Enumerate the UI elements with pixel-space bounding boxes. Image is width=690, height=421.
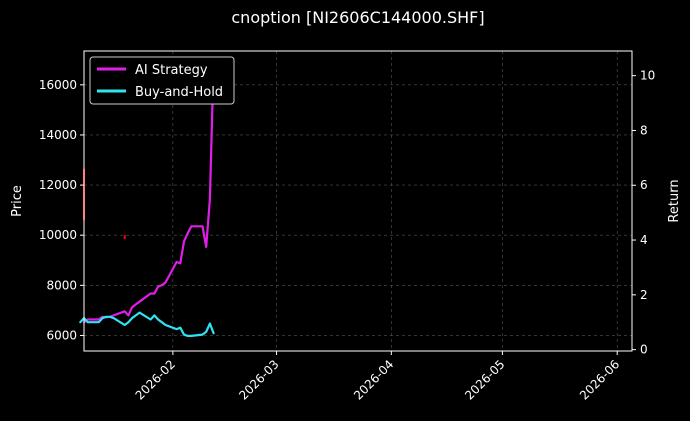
y-tick-label: 14000: [39, 128, 77, 142]
y-right-tick-label: 2: [640, 288, 648, 302]
y-tick-label: 10000: [39, 228, 77, 242]
series-lines: [79, 60, 215, 337]
y-right-tick-label: 10: [640, 69, 655, 83]
series-line-buy-and-hold: [79, 311, 215, 337]
y-tick-label: 16000: [39, 78, 77, 92]
y-axis-right: 0 2 4 6 8 10: [632, 69, 655, 357]
legend-label-buy-and-hold: Buy-and-Hold: [135, 85, 223, 100]
y-axis-left: 6000 8000 10000 12000 14000 16000: [39, 78, 84, 342]
y-tick-label: 12000: [39, 178, 77, 192]
y-tick-label: 6000: [46, 328, 77, 342]
legend: AI Strategy Buy-and-Hold: [89, 56, 235, 105]
y-axis-right-label: Return: [667, 179, 682, 222]
y-axis-label: Price: [10, 185, 25, 217]
legend-label-ai-strategy: AI Strategy: [135, 63, 208, 78]
y-tick-label: 8000: [46, 278, 77, 292]
y-right-tick-label: 6: [640, 178, 648, 192]
y-right-tick-label: 8: [640, 123, 648, 137]
y-right-tick-label: 4: [640, 233, 648, 247]
plot-frame: [83, 50, 633, 352]
y-right-tick-label: 0: [640, 343, 648, 357]
chart-title: cnoption [NI2606C144000.SHF]: [231, 8, 484, 27]
